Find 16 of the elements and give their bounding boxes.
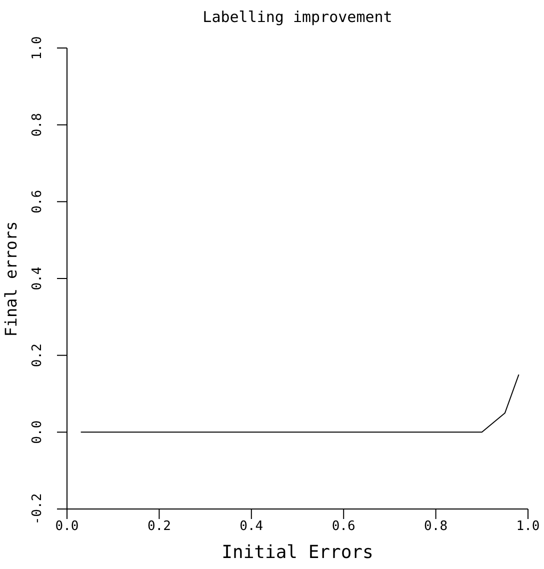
x-tick-label: 1.0 — [516, 519, 540, 534]
x-tick-label: 0.0 — [55, 519, 79, 534]
x-tick-label: 0.6 — [332, 519, 356, 534]
y-axis-title: Final errors — [2, 220, 20, 336]
chart-title: Labelling improvement — [202, 8, 392, 26]
y-tick-label: 1.0 — [30, 36, 45, 60]
x-tick-label: 0.2 — [147, 519, 171, 534]
y-tick-label: 0.8 — [30, 113, 45, 137]
y-tick-label: 0.6 — [30, 190, 45, 214]
x-axis-title: Initial Errors — [222, 542, 374, 563]
y-tick-label: 0.2 — [30, 344, 45, 368]
x-tick-label: 0.4 — [240, 519, 264, 534]
y-tick-label: 0.4 — [30, 266, 45, 290]
x-tick-label: 0.8 — [424, 519, 448, 534]
y-tick-label: -0.2 — [30, 493, 45, 525]
y-tick-label: 0.0 — [30, 420, 45, 444]
